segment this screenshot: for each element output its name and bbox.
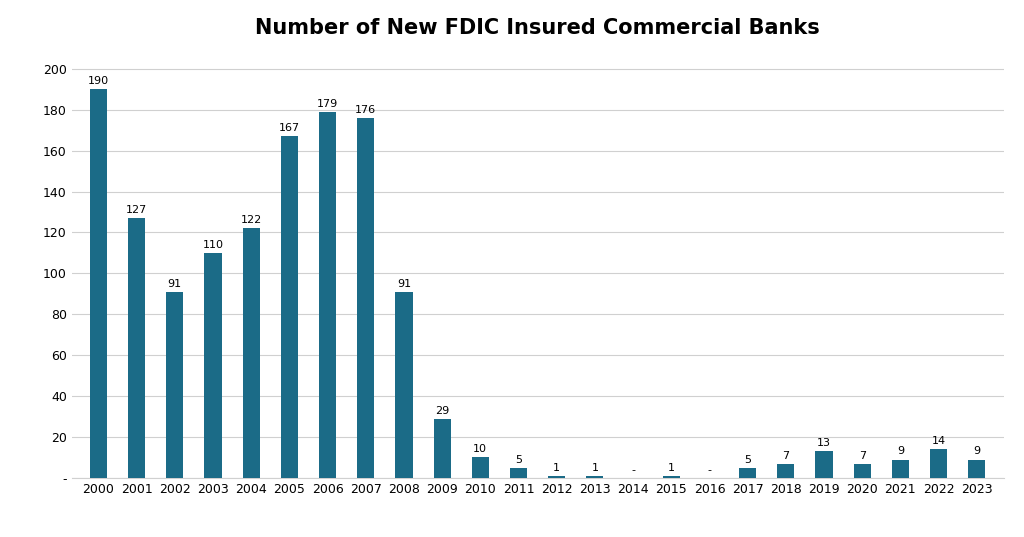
Bar (969, 460, 985, 478)
Text: 5: 5 (744, 455, 752, 465)
Bar (281, 136, 298, 478)
Bar (739, 468, 757, 478)
Text: 91: 91 (397, 279, 411, 289)
Text: 7: 7 (782, 451, 790, 461)
Text: 7: 7 (859, 451, 865, 461)
Bar (395, 292, 413, 478)
Bar (433, 419, 451, 478)
Text: 10: 10 (473, 445, 487, 454)
Bar (128, 218, 145, 478)
Text: 179: 179 (317, 99, 338, 108)
Bar (166, 292, 183, 478)
Bar (815, 451, 833, 478)
Bar (510, 468, 527, 478)
Text: 176: 176 (355, 105, 376, 115)
Title: Number of New FDIC Insured Commercial Banks: Number of New FDIC Insured Commercial Ba… (255, 18, 820, 39)
Bar (854, 463, 870, 478)
Text: 1: 1 (553, 463, 560, 473)
Text: 9: 9 (973, 446, 980, 456)
Bar (930, 449, 947, 478)
Bar (90, 89, 106, 478)
Bar (472, 458, 488, 478)
Text: 190: 190 (88, 76, 109, 86)
Text: -: - (631, 466, 635, 475)
Text: 110: 110 (203, 240, 223, 250)
Text: 122: 122 (241, 215, 262, 226)
Text: 14: 14 (932, 436, 945, 446)
Bar (548, 476, 565, 478)
Text: 1: 1 (592, 463, 598, 473)
Text: 127: 127 (126, 205, 147, 215)
Bar (663, 476, 680, 478)
Text: 29: 29 (435, 405, 450, 416)
Text: 5: 5 (515, 455, 522, 465)
Text: 91: 91 (168, 279, 182, 289)
Text: -: - (708, 466, 712, 475)
Text: 9: 9 (897, 446, 904, 456)
Text: 1: 1 (668, 463, 675, 473)
Bar (892, 460, 909, 478)
Bar (318, 112, 336, 478)
Bar (587, 476, 603, 478)
Bar (243, 228, 260, 478)
Bar (357, 118, 375, 478)
Text: 13: 13 (817, 438, 831, 448)
Bar (777, 463, 795, 478)
Bar (205, 253, 221, 478)
Text: 167: 167 (279, 123, 300, 133)
